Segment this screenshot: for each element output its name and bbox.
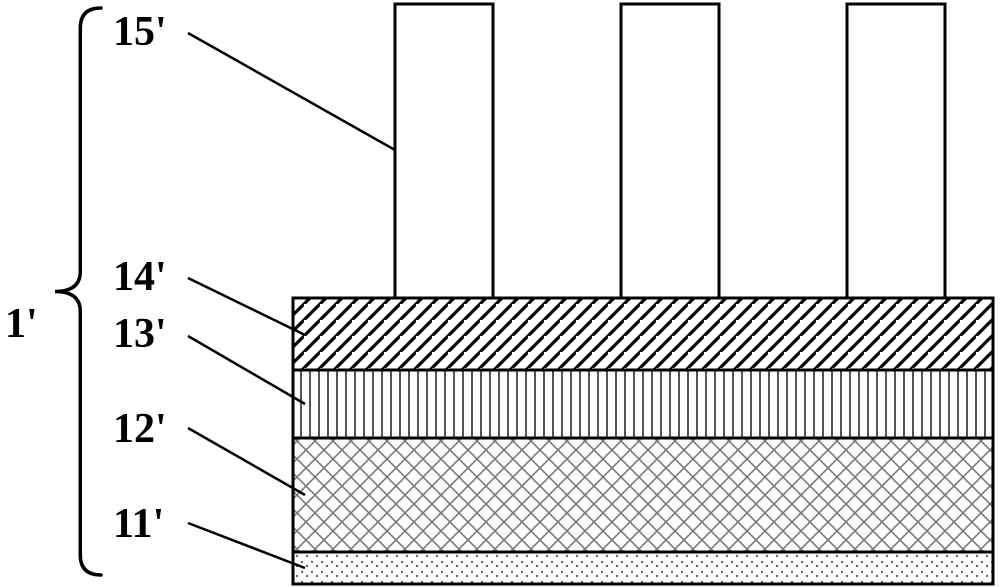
label-12: 12' (113, 405, 167, 453)
label-assembly: 1' (5, 300, 38, 348)
leader-13 (188, 336, 305, 404)
layer-14 (293, 298, 993, 370)
label-14: 14' (113, 253, 167, 301)
label-11: 11' (113, 500, 164, 548)
diagram-canvas: 11' 12' 13' 14' 15' 1' (0, 0, 1000, 587)
layer-13 (293, 370, 993, 438)
label-15: 15' (113, 8, 167, 56)
layer-11 (293, 552, 993, 584)
pillar-1 (395, 4, 493, 298)
leader-12 (188, 428, 305, 495)
leader-11 (188, 523, 305, 568)
leader-15 (188, 33, 395, 150)
pillar-3 (847, 4, 945, 298)
label-13: 13' (113, 310, 167, 358)
assembly-brace (55, 8, 101, 575)
pillar-2 (621, 4, 719, 298)
layer-12 (293, 438, 993, 552)
leader-14 (188, 278, 305, 335)
